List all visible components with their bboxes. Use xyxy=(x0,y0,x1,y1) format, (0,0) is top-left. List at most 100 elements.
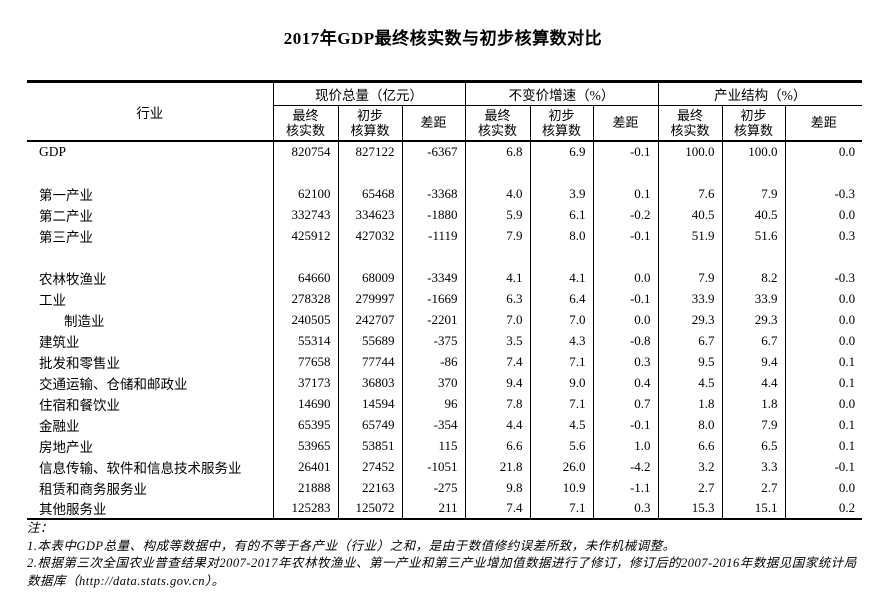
subheader-gap: 差距 xyxy=(401,105,466,142)
value-cell: 65468 xyxy=(337,183,402,204)
value-cell: -0.2 xyxy=(592,204,659,225)
value-cell: 211 xyxy=(401,498,466,519)
value-cell: 125283 xyxy=(272,498,338,519)
industry-cell: 金融业 xyxy=(39,418,80,434)
value-cell: 3.5 xyxy=(464,330,531,351)
table-row: 批发和零售业 77658 77744 -86 7.4 7.1 0.3 9.5 9.4 0.1 xyxy=(27,351,863,372)
industry-cell: 批发和零售业 xyxy=(39,355,120,371)
value-cell: -1.1 xyxy=(592,477,659,498)
value-cell xyxy=(464,162,531,183)
footnotes: 注： 1.本表中GDP总量、构成等数据中，有的不等于各产业（行业）之和，是由于数… xyxy=(27,520,865,590)
value-cell: 55689 xyxy=(337,330,402,351)
industry-column-header: 行业 xyxy=(27,81,273,142)
table-row: 租赁和商务服务业 21888 22163 -275 9.8 10.9 -1.1 2.7 2.7 0… xyxy=(27,477,863,498)
value-cell: 4.1 xyxy=(529,267,594,288)
value-cell xyxy=(721,246,786,267)
value-cell: 6.6 xyxy=(464,435,531,456)
value-cell: 51.9 xyxy=(657,225,723,246)
value-cell: -4.2 xyxy=(592,456,659,477)
table-row: 信息传输、软件和信息技术服务业 26401 27452 -1051 21.8 26.0 -4… xyxy=(27,456,863,477)
value-cell: 115 xyxy=(401,435,466,456)
value-cell: 3.2 xyxy=(657,456,723,477)
group-header-current-price-total: 现价总量（亿元） xyxy=(272,81,466,106)
value-cell xyxy=(337,246,402,267)
industry-cell xyxy=(27,246,273,267)
industry-cell xyxy=(27,162,273,183)
value-cell: 65395 xyxy=(272,414,338,435)
value-cell: 33.9 xyxy=(657,288,723,309)
value-cell: 3.3 xyxy=(721,456,786,477)
value-cell: 3.9 xyxy=(529,183,594,204)
value-cell xyxy=(272,162,338,183)
value-cell: 7.6 xyxy=(657,183,723,204)
notes-label: 注： xyxy=(27,521,54,535)
table-row: 工业 278328 279997 -1669 6.3 6.4 -0.1 33.9 33.9 0.0 xyxy=(27,288,863,309)
value-cell: 279997 xyxy=(337,288,402,309)
value-cell: 100.0 xyxy=(657,141,723,162)
value-cell: 0.0 xyxy=(592,309,659,330)
value-cell: 0.0 xyxy=(784,330,863,351)
group-header-constant-price-growth: 不变价增速（%） xyxy=(464,81,659,106)
value-cell: 9.0 xyxy=(529,372,594,393)
table-row: 其他服务业 125283 125072 211 7.4 7.1 0.3 15.3 15.1 0.2 xyxy=(27,498,863,519)
value-cell: 0.3 xyxy=(592,498,659,519)
value-cell xyxy=(592,162,659,183)
value-cell xyxy=(784,162,863,183)
subheader-final-verified: 最终 核实数 xyxy=(272,105,338,142)
value-cell: 0.1 xyxy=(784,435,863,456)
value-cell: 6.8 xyxy=(464,141,531,162)
value-cell: 7.9 xyxy=(464,225,531,246)
value-cell: 9.5 xyxy=(657,351,723,372)
value-cell: 7.4 xyxy=(464,498,531,519)
note-item-2: 2.根据第三次全国农业普查结果对2007-2017年农林牧渔业、第一产业和第三产… xyxy=(27,556,857,588)
value-cell: 21888 xyxy=(272,477,338,498)
group-header-industrial-structure: 产业结构（%） xyxy=(657,81,863,106)
value-cell xyxy=(272,246,338,267)
value-cell: -275 xyxy=(401,477,466,498)
value-cell: 6.6 xyxy=(657,435,723,456)
value-cell: 242707 xyxy=(337,309,402,330)
value-cell: 77744 xyxy=(337,351,402,372)
sub-header-row: 最终 核实数 初步 核算数 差距 最终 核实数 初步 核算数 差距 最终 核实数… xyxy=(27,105,863,142)
value-cell: 7.1 xyxy=(529,351,594,372)
value-cell: 36803 xyxy=(337,372,402,393)
value-cell: 0.0 xyxy=(784,393,863,414)
value-cell: 4.4 xyxy=(721,372,786,393)
value-cell: 7.0 xyxy=(529,309,594,330)
value-cell: 51.6 xyxy=(721,225,786,246)
value-cell: -6367 xyxy=(401,141,466,162)
industry-cell: 交通运输、仓储和邮政业 xyxy=(39,376,188,392)
value-cell: -375 xyxy=(401,330,466,351)
value-cell: 1.0 xyxy=(592,435,659,456)
value-cell: 820754 xyxy=(272,141,338,162)
value-cell: -0.1 xyxy=(592,414,659,435)
industry-cell: 制造业 xyxy=(64,313,105,329)
value-cell: 334623 xyxy=(337,204,402,225)
value-cell: 8.0 xyxy=(657,414,723,435)
table-body: GDP 820754 827122 -6367 6.8 6.9 -0.1 100.0 100.0… xyxy=(27,141,863,519)
industry-cell: 第三产业 xyxy=(39,229,93,245)
group-header-row: 行业 现价总量（亿元） 不变价增速（%） 产业结构（%） xyxy=(27,81,863,142)
value-cell: 0.0 xyxy=(784,477,863,498)
value-cell: 14690 xyxy=(272,393,338,414)
value-cell: 100.0 xyxy=(721,141,786,162)
value-cell: 4.4 xyxy=(464,414,531,435)
value-cell xyxy=(592,246,659,267)
value-cell: 0.2 xyxy=(784,498,863,519)
value-cell: 37173 xyxy=(272,372,338,393)
value-cell: 9.4 xyxy=(464,372,531,393)
value-cell: 62100 xyxy=(272,183,338,204)
value-cell: 4.1 xyxy=(464,267,531,288)
industry-cell: 工业 xyxy=(39,292,66,308)
table-row: 交通运输、仓储和邮政业 37173 36803 370 9.4 9.0 0.4 4.5 4.4 0… xyxy=(27,372,863,393)
industry-cell: 农林牧渔业 xyxy=(39,271,107,287)
industry-cell: 第一产业 xyxy=(39,187,93,203)
value-cell: 1.8 xyxy=(721,393,786,414)
subheader-gap: 差距 xyxy=(784,105,863,142)
table-row: 农林牧渔业 64660 68009 -3349 4.1 4.1 0.0 7.9 8.2 -0.3 xyxy=(27,267,863,288)
value-cell: 6.4 xyxy=(529,288,594,309)
value-cell: 0.7 xyxy=(592,393,659,414)
value-cell xyxy=(529,246,594,267)
industry-cell: 建筑业 xyxy=(39,334,80,350)
value-cell: 5.6 xyxy=(529,435,594,456)
